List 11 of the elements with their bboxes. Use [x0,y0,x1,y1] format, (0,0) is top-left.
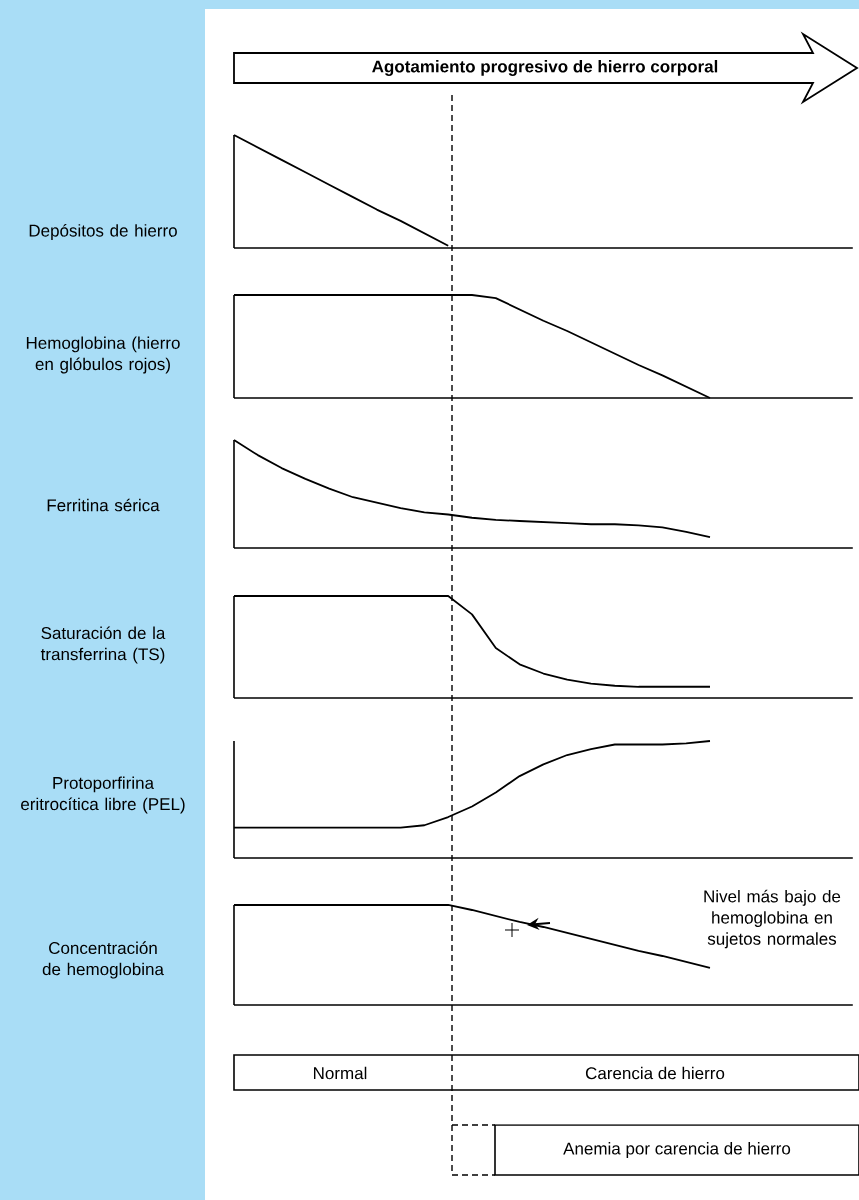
y-axis-title: Protoporfirina eritrocítica libre (PEL) [21,776,185,814]
annotation: Nivel más bajo de hemoglobina en sujetos normales [704,889,841,949]
y-axis-title: Hemoglobina (hierro en glóbulos rojos) [26,336,180,374]
y-axis-title: Saturación de la transferrina (TS) [40,626,166,664]
text: Carencia de hierro [585,1066,725,1080]
text: Normal [313,1066,367,1080]
y-axis-title: Depósitos de hierro [29,223,177,240]
chart-title: Agotamiento progresivo de hierro corporal [372,60,718,76]
text: Anemia por carencia de hierro [563,1142,791,1158]
y-axis-title: Ferritina sérica [47,498,160,512]
y-axis-title: Concentración de hemoglobina [42,941,164,979]
